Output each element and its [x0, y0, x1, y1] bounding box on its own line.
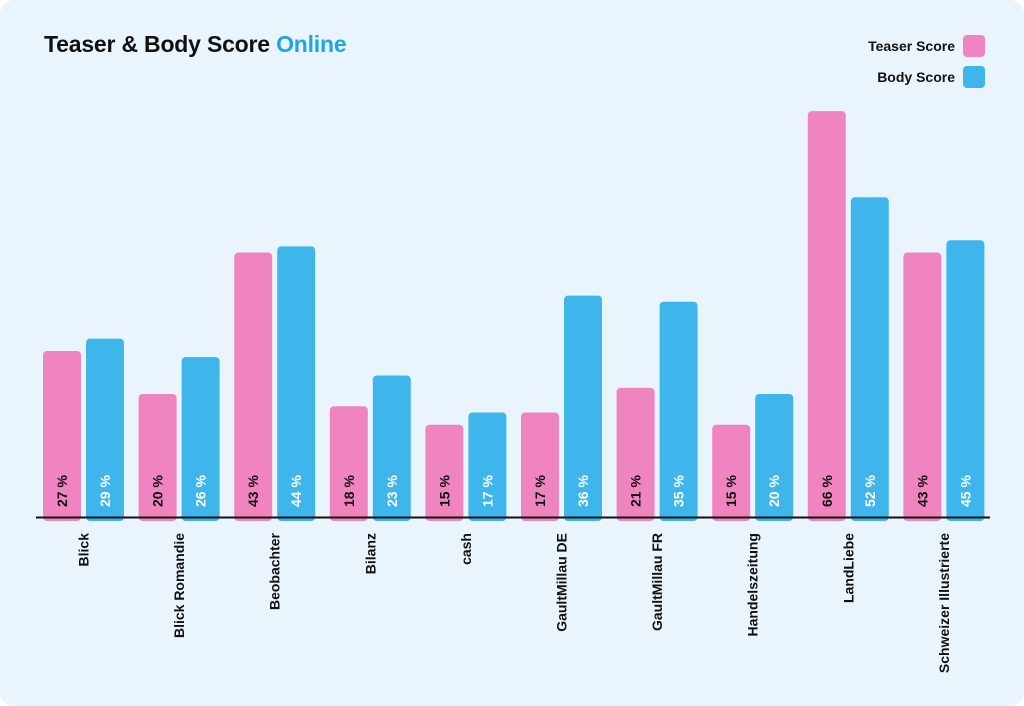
- teaser-bar: [712, 424, 751, 521]
- body-bar: [277, 246, 316, 521]
- body-bar: [946, 240, 985, 521]
- teaser-bar: [616, 387, 655, 521]
- body-bar: [659, 301, 698, 521]
- chart-title-main: Teaser & Body Score: [44, 31, 270, 57]
- bar-group: 15 % 17 % cash: [425, 412, 507, 565]
- data-label: 52 %: [862, 475, 878, 507]
- body-bar: [468, 412, 507, 521]
- data-label: 15 %: [723, 475, 739, 507]
- x-tick-label: Bilanz: [362, 533, 378, 574]
- legend-label-teaser: Teaser Score: [868, 38, 955, 54]
- bar-group: 27 % 29 % Blick: [43, 338, 124, 567]
- chart-title-accent: Online: [276, 31, 347, 57]
- x-tick-label: Blick Romandie: [171, 533, 187, 638]
- teaser-bar: [329, 406, 368, 521]
- data-label: 17 %: [479, 475, 495, 507]
- data-label: 20 %: [150, 475, 166, 507]
- bar-group: 18 % 23 % Bilanz: [329, 375, 411, 574]
- legend-item-body: Body Score: [785, 66, 985, 88]
- x-tick-label: Blick: [76, 533, 92, 567]
- body-bar: [86, 338, 124, 521]
- teaser-bar: [521, 412, 559, 521]
- legend-item-teaser: Teaser Score: [785, 35, 985, 57]
- legend: Teaser Score Body Score: [785, 35, 985, 97]
- bar-group: 43 % 44 % Beobachter: [234, 246, 316, 610]
- legend-swatch-body: [963, 66, 985, 88]
- teaser-bar: [43, 350, 81, 521]
- bar-group: 21 % 35 % GaultMillau FR: [616, 301, 698, 631]
- teaser-bar: [903, 252, 942, 522]
- legend-swatch-teaser: [963, 35, 985, 57]
- data-label: 35 %: [671, 475, 687, 507]
- teaser-bar: [234, 252, 273, 522]
- legend-label-body: Body Score: [877, 69, 955, 85]
- x-tick-label: Handelszeitung: [745, 533, 761, 636]
- data-label: 66 %: [819, 475, 835, 507]
- data-label: 43 %: [914, 475, 930, 507]
- data-label: 26 %: [193, 475, 209, 507]
- data-label: 23 %: [384, 475, 400, 507]
- body-bar: [372, 375, 411, 521]
- body-bar: [850, 197, 889, 521]
- body-bar: [755, 394, 794, 521]
- teaser-bar: [425, 424, 464, 521]
- body-bar: [181, 357, 220, 521]
- bar-group: 17 % 36 % GaultMillau DE: [521, 295, 602, 632]
- x-tick-label: GaultMillau DE: [554, 533, 570, 632]
- x-tick-label: cash: [458, 533, 474, 565]
- chart-title: Teaser & Body Score Online: [44, 31, 347, 58]
- data-label: 20 %: [766, 475, 782, 507]
- data-label: 43 %: [245, 475, 261, 507]
- data-label: 17 %: [532, 475, 548, 507]
- x-tick-label: Schweizer Illustrierte: [936, 533, 952, 673]
- bar-group: 15 % 20 % Handelszeitung: [712, 394, 794, 636]
- x-tick-label: GaultMillau FR: [649, 533, 665, 631]
- x-tick-label: Beobachter: [267, 532, 283, 610]
- teaser-bar: [807, 111, 846, 521]
- x-tick-label: LandLiebe: [840, 533, 856, 603]
- bar-group: 20 % 26 % Blick Romandie: [138, 357, 220, 638]
- data-label: 45 %: [957, 475, 973, 507]
- data-label: 29 %: [97, 475, 113, 507]
- data-label: 21 %: [628, 475, 644, 507]
- body-bar: [564, 295, 602, 521]
- data-label: 18 %: [341, 475, 357, 507]
- bar-group: 66 % 52 % LandLiebe: [807, 111, 889, 603]
- data-label: 27 %: [54, 475, 70, 507]
- bar-group: 43 % 45 % Schweizer Illustrierte: [903, 240, 985, 673]
- teaser-bar: [138, 394, 177, 521]
- data-label: 44 %: [288, 475, 304, 507]
- data-label: 36 %: [575, 475, 591, 507]
- data-label: 15 %: [436, 475, 452, 507]
